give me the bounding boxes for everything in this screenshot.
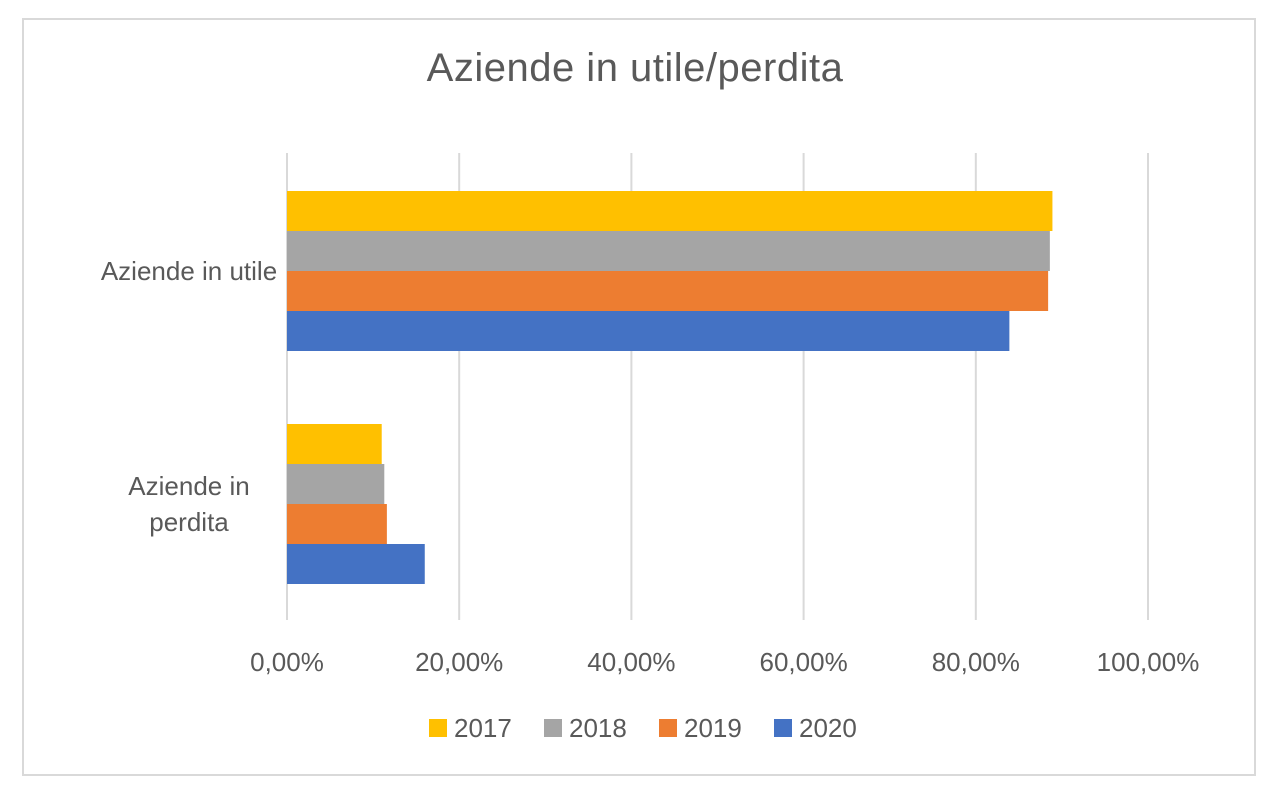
legend-swatch-2018	[544, 719, 562, 737]
legend-label: 2018	[569, 713, 627, 743]
bar-2017	[287, 191, 1053, 231]
bar-2018	[287, 231, 1050, 271]
legend-label: 2020	[799, 713, 857, 743]
legend-swatch-2019	[659, 719, 677, 737]
bar-2018	[287, 464, 385, 504]
legend-label: 2017	[454, 713, 512, 743]
bar-2017	[287, 424, 382, 464]
category-label: perdita	[149, 507, 229, 537]
x-tick-label: 100,00%	[1097, 647, 1200, 677]
legend-swatch-2017	[429, 719, 447, 737]
x-tick-label: 40,00%	[587, 647, 675, 677]
bar-2019	[287, 504, 387, 544]
x-tick-label: 0,00%	[250, 647, 324, 677]
legend-swatch-2020	[774, 719, 792, 737]
chart-title: Aziende in utile/perdita	[426, 46, 844, 90]
x-tick-label: 60,00%	[760, 647, 848, 677]
x-tick-label: 20,00%	[415, 647, 503, 677]
chart-area	[22, 18, 1256, 776]
bar-2020	[287, 311, 1010, 351]
category-label: Aziende in utile	[101, 256, 277, 286]
x-tick-label: 80,00%	[932, 647, 1020, 677]
bar-2020	[287, 544, 425, 584]
legend-label: 2019	[684, 713, 742, 743]
bar-2019	[287, 271, 1049, 311]
category-label: Aziende in	[128, 471, 249, 501]
